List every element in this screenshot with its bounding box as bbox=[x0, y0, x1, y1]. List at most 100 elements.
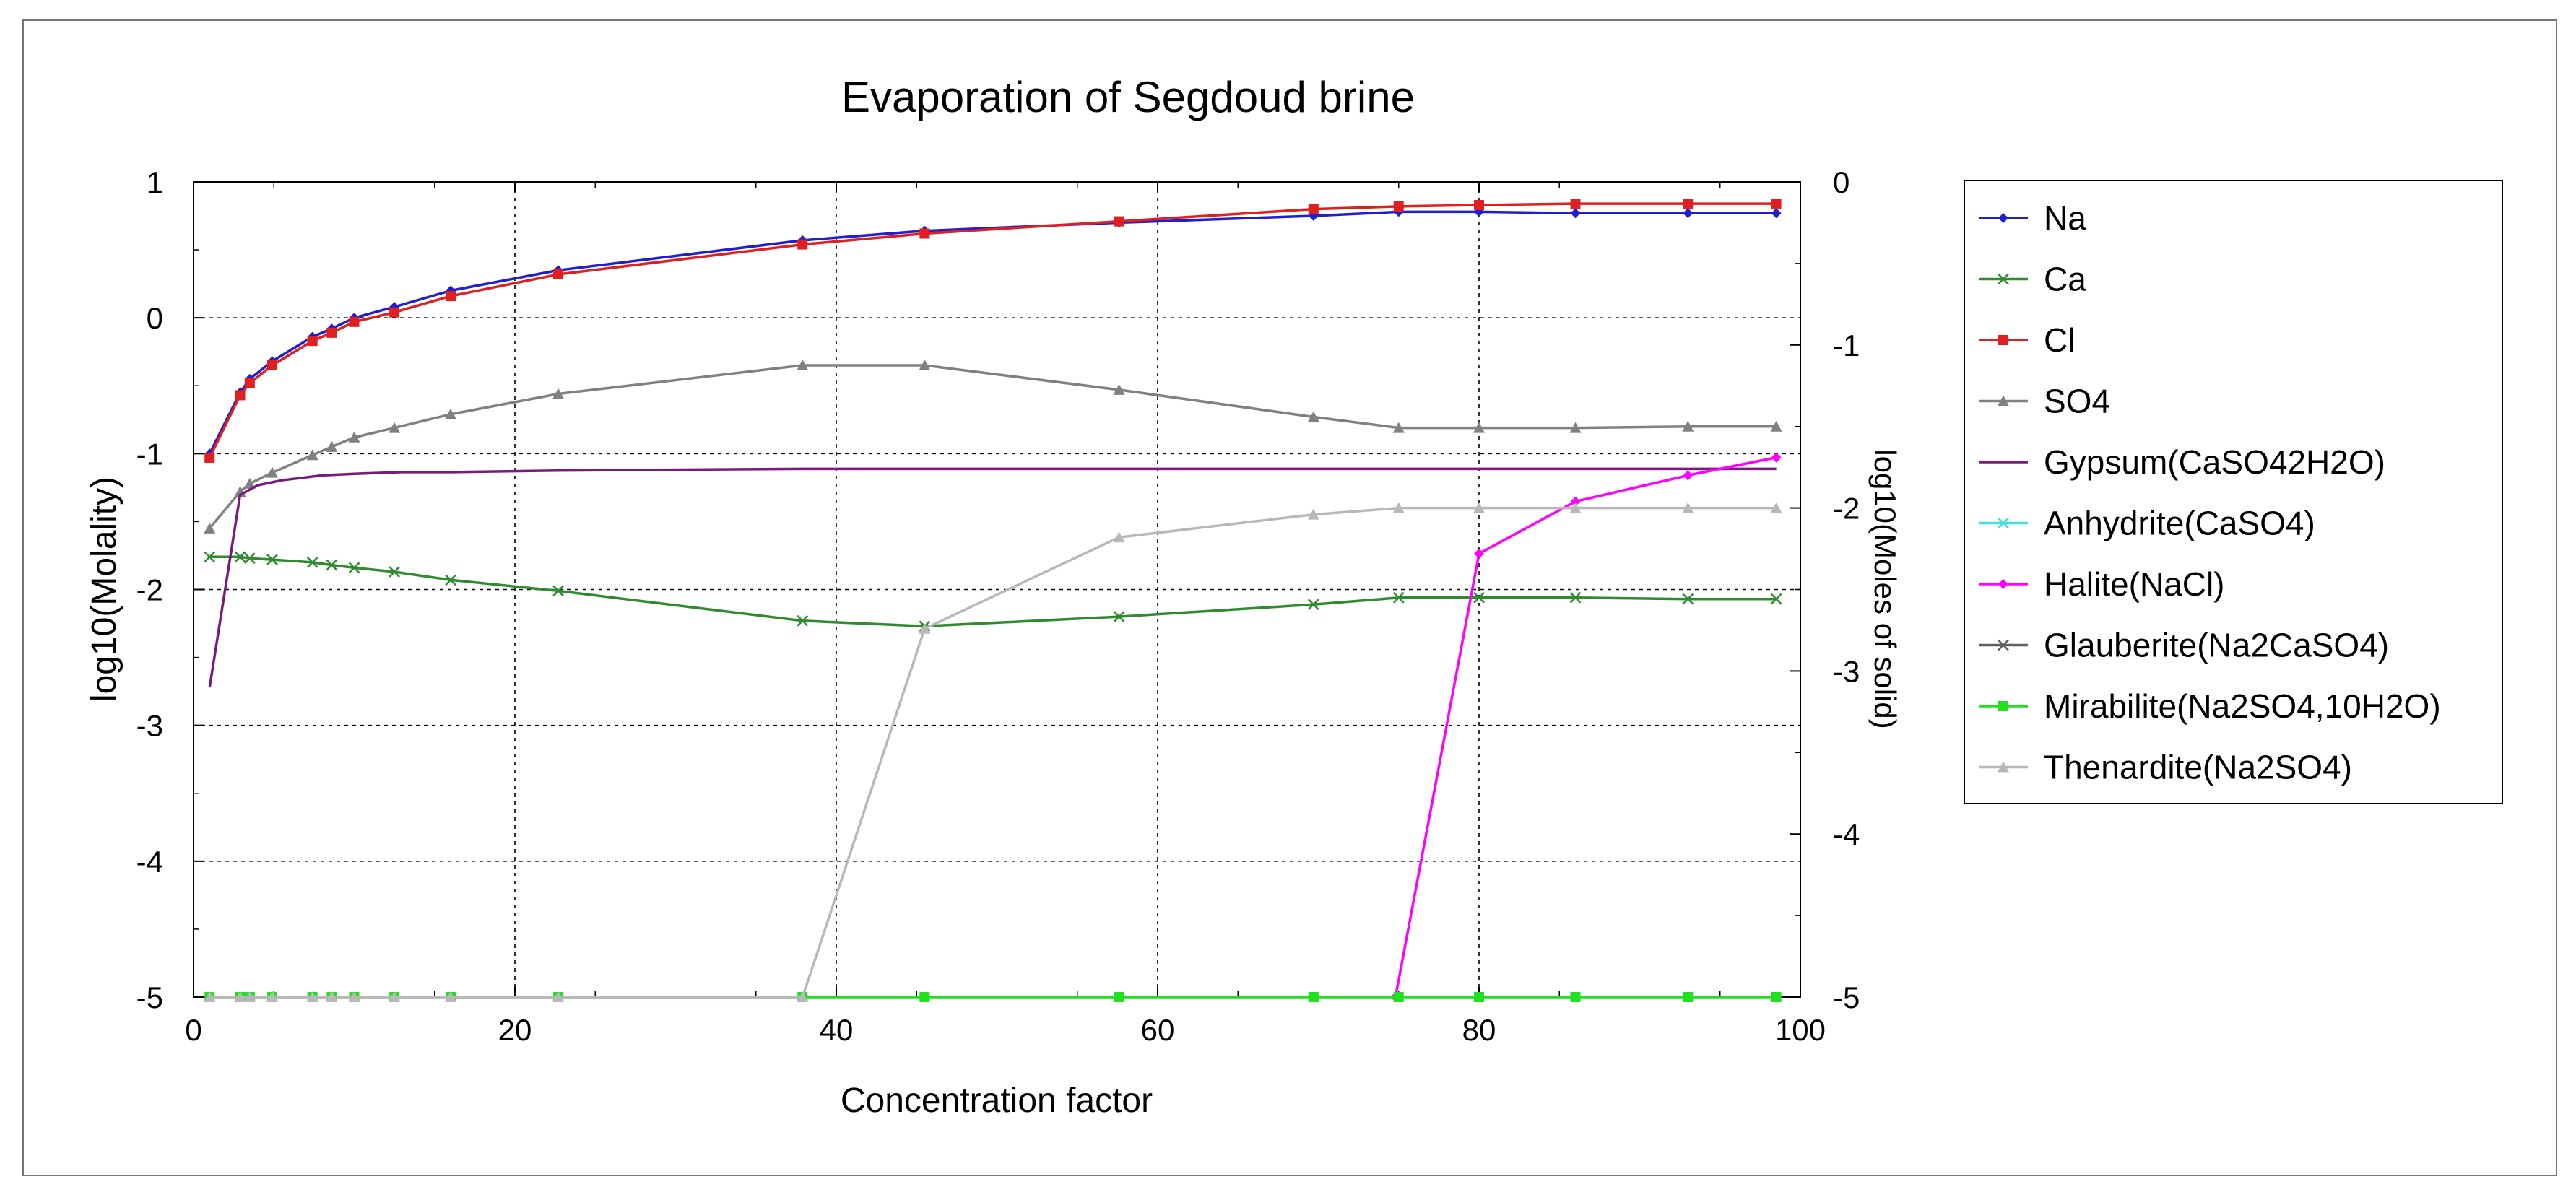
legend-item: SO4 bbox=[1979, 383, 2110, 420]
data-point-halite-nacl bbox=[1771, 452, 1782, 463]
data-point-so4 bbox=[389, 422, 401, 433]
y-tick-label: -3 bbox=[136, 709, 163, 743]
data-point-so4 bbox=[266, 466, 279, 478]
legend-label: Mirabilite(Na2SO4,10H2O) bbox=[2044, 687, 2441, 725]
y-tick-label: 1 bbox=[147, 165, 163, 199]
data-point-so4 bbox=[204, 522, 216, 534]
data-point-cl bbox=[1308, 204, 1319, 214]
y2-tick-label: -2 bbox=[1833, 492, 1860, 526]
x-tick-label: 100 bbox=[1775, 1013, 1826, 1047]
data-point-cl bbox=[919, 228, 930, 239]
y-tick-label: -5 bbox=[136, 980, 163, 1014]
y-tick-label: -1 bbox=[136, 437, 163, 471]
x-tick-label: 40 bbox=[820, 1013, 854, 1047]
data-point-cl bbox=[307, 336, 318, 347]
data-point-thenardite-na2so4 bbox=[797, 991, 809, 1002]
data-point-cl bbox=[1393, 201, 1404, 212]
data-point-so4 bbox=[1770, 420, 1782, 432]
data-point-so4 bbox=[326, 440, 338, 452]
data-point-cl bbox=[349, 316, 360, 327]
data-point-mirabilite-na2so4-10h2o bbox=[1114, 992, 1124, 1002]
y-tick-label: -4 bbox=[136, 845, 163, 879]
y2-tick-labels: 0 -1 -2 -3 -4 -5 bbox=[1833, 165, 1860, 1014]
marker-stroke bbox=[1113, 611, 1125, 623]
data-point-ca bbox=[1682, 593, 1694, 605]
y2-tick-label: 0 bbox=[1833, 165, 1849, 199]
legend-label: Thenardite(Na2SO4) bbox=[2044, 749, 2352, 786]
data-point-cl bbox=[244, 378, 255, 388]
data-point-thenardite-na2so4 bbox=[1113, 531, 1125, 543]
marker-stroke bbox=[389, 566, 401, 578]
legend-item: Anhydrite(CaSO4) bbox=[1979, 505, 2315, 542]
data-point-so4 bbox=[552, 388, 565, 399]
data-point-so4 bbox=[306, 449, 318, 461]
x-tick-label: 60 bbox=[1141, 1013, 1175, 1047]
legend-swatch-marker bbox=[1998, 213, 2008, 223]
marker-stroke bbox=[1998, 517, 2009, 529]
data-point-cl bbox=[235, 390, 246, 401]
data-point-ca bbox=[445, 574, 456, 586]
data-point-na bbox=[1771, 208, 1782, 219]
marker-stroke bbox=[1998, 639, 2009, 651]
marker-stroke bbox=[234, 551, 246, 563]
data-point-so4 bbox=[919, 360, 931, 371]
data-point-mirabilite-na2so4-10h2o bbox=[919, 992, 930, 1002]
data-point-mirabilite-na2so4-10h2o bbox=[1683, 992, 1694, 1002]
data-point-mirabilite-na2so4-10h2o bbox=[1771, 992, 1782, 1002]
data-point-ca bbox=[552, 585, 564, 597]
series-gypsum-caso42h2o bbox=[208, 467, 1777, 688]
data-point-ca bbox=[1392, 591, 1405, 604]
x-tick-label: 80 bbox=[1462, 1013, 1496, 1047]
marker-stroke bbox=[326, 559, 338, 571]
data-point-cl bbox=[446, 291, 456, 302]
x-tick-labels: 0 20 40 60 80 100 bbox=[185, 1013, 1826, 1047]
data-point-mirabilite-na2so4-10h2o bbox=[1570, 992, 1581, 1002]
legend-item: Mirabilite(Na2SO4,10H2O) bbox=[1979, 687, 2441, 725]
data-point-so4 bbox=[797, 360, 809, 371]
marker-stroke bbox=[445, 574, 456, 586]
data-point-ca bbox=[1473, 591, 1485, 604]
legend-label: Na bbox=[2044, 199, 2086, 237]
data-point-so4 bbox=[1113, 383, 1125, 395]
series-layer bbox=[204, 199, 1782, 1002]
y-tick-label: -2 bbox=[136, 573, 163, 607]
series-line-gypsum-caso42h2o bbox=[208, 467, 1777, 688]
data-point-halite-nacl bbox=[1570, 496, 1581, 507]
legend-label: Gypsum(CaSO42H2O) bbox=[2044, 443, 2385, 481]
chart-title: Evaporation of Segdoud brine bbox=[841, 73, 1415, 121]
data-point-mirabilite-na2so4-10h2o bbox=[1474, 992, 1484, 1002]
legend-label: Glauberite(Na2CaSO4) bbox=[2044, 627, 2389, 664]
series-cl bbox=[204, 199, 1782, 463]
legend-swatch-marker bbox=[1998, 639, 2009, 651]
y2-tick-label: -4 bbox=[1833, 817, 1860, 851]
marker-stroke bbox=[1392, 591, 1405, 604]
x-axis-label: Concentration factor bbox=[841, 1082, 1153, 1120]
data-point-cl bbox=[1114, 216, 1124, 227]
data-point-so4 bbox=[1682, 420, 1694, 432]
legend-item: Glauberite(Na2CaSO4) bbox=[1979, 627, 2389, 664]
data-point-cl bbox=[1771, 199, 1782, 209]
data-point-thenardite-na2so4 bbox=[1682, 502, 1694, 513]
legend-swatch-marker bbox=[1998, 701, 2008, 711]
legend-swatch-marker bbox=[1998, 579, 2008, 589]
data-point-cl bbox=[553, 269, 564, 279]
data-point-cl bbox=[267, 360, 278, 371]
legend-label: Ca bbox=[2044, 261, 2086, 298]
marker-stroke bbox=[348, 562, 360, 574]
data-point-ca bbox=[1113, 611, 1125, 623]
data-point-thenardite-na2so4 bbox=[243, 991, 256, 1002]
legend-swatch-marker bbox=[1998, 335, 2008, 345]
marker-stroke bbox=[1998, 273, 2009, 285]
data-point-thenardite-na2so4 bbox=[552, 991, 565, 1002]
legend-item: Na bbox=[1979, 199, 2086, 237]
legend-item: Halite(NaCl) bbox=[1979, 565, 2224, 603]
data-point-cl bbox=[326, 327, 337, 338]
data-point-cl bbox=[1570, 199, 1581, 209]
legend-swatch-marker bbox=[1998, 761, 2009, 773]
legend: Na Ca Cl SO4 Gypsum(CaSO42H2O) Anhydrite(CaSO… bbox=[1979, 199, 2441, 786]
data-point-ca bbox=[234, 551, 246, 563]
legend-label: Cl bbox=[2044, 321, 2075, 359]
y-tick-labels: 1 0 -1 -2 -3 -4 -5 bbox=[136, 165, 163, 1014]
data-point-na bbox=[1683, 208, 1694, 219]
